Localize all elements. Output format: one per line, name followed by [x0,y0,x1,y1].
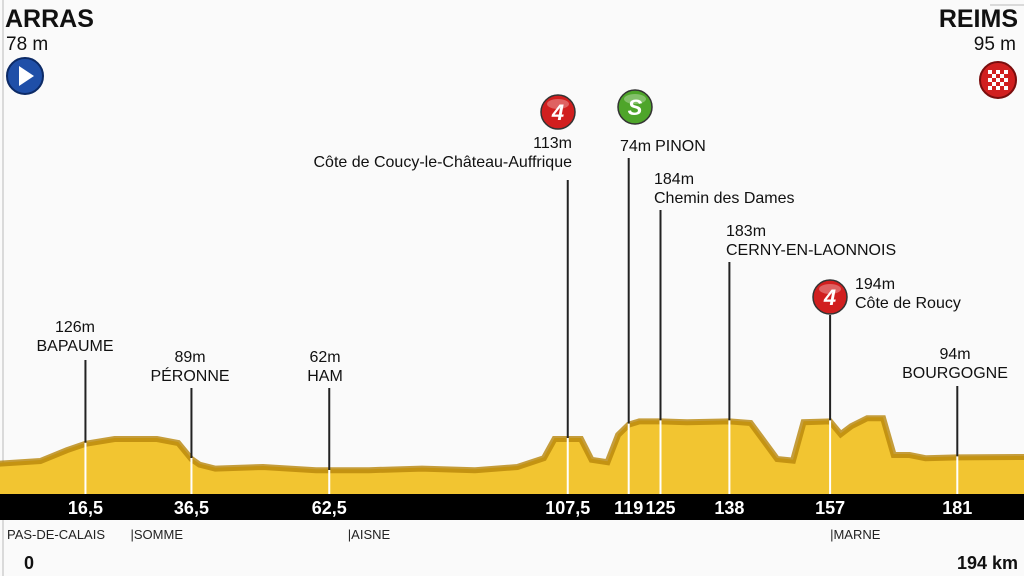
waypoint-altitude: 62m [309,349,340,366]
elevation-edge [0,415,1024,474]
km-tick-label: 125 [645,498,675,518]
profile-area [0,415,1024,494]
waypoint: 62m HAM 62,5 [307,349,347,518]
climb-category-badge-icon: 4 [812,279,848,315]
waypoint: 184m Chemin des Dames 125 [645,171,794,518]
start-play-icon [6,57,44,95]
climb-category-badge-icon: 4 [540,94,576,130]
department-label: |SOMME [131,527,184,542]
finish-checkered-icon [979,61,1017,99]
waypoint-altitude: 126m [55,319,95,336]
km-tick-label: 107,5 [545,498,590,518]
badge-text: 4 [551,100,564,125]
waypoints: 126mBAPAUME16,589mPÉRONNE36,562mHAM62,51… [7,89,1008,542]
end-km-label: 194 km [957,553,1018,573]
waypoint-altitude: 94m [939,346,970,363]
department-label: |AISNE [348,527,391,542]
sprint-badge-icon: S [617,89,653,125]
waypoint-altitude: 194m [855,276,895,293]
waypoint-name: CERNY-EN-LAONNOIS [726,242,896,259]
km-tick-label: 181 [942,498,972,518]
waypoint: 126m BAPAUME 16,5 [36,319,113,518]
elevation-area [0,417,1024,494]
km-tick-label: 36,5 [174,498,209,518]
km-tick-label: 119 [614,498,643,518]
waypoint: 194m Côte de Roucy 157 4 [812,276,961,518]
waypoint-name: BOURGOGNE [902,365,1008,382]
waypoint: 113m Côte de Coucy-le-Château-Auffrique 10… [313,94,590,518]
waypoint: 74m PINON 119 S [614,89,706,518]
waypoint-name: Côte de Roucy [855,295,961,312]
start-km-label: 0 [24,553,34,573]
waypoint-name: PINON [655,138,706,155]
waypoint-altitude: 89m [174,349,205,366]
department-label: PAS-DE-CALAIS [7,527,105,542]
finish-city-altitude: 95 m [974,34,1016,55]
waypoint: 183m CERNY-EN-LAONNOIS 138 [714,223,896,518]
waypoint-altitude: 184m [654,171,694,188]
waypoint-name: PÉRONNE [150,366,229,385]
waypoint-name: BAPAUME [36,338,113,355]
badge-text: 4 [823,285,836,310]
department-label: |MARNE [830,527,881,542]
waypoint-alt-name: 74m PINON [620,138,706,155]
km-tick-label: 157 [815,498,845,518]
waypoint: 94m BOURGOGNE 181 [902,346,1008,518]
start-city-altitude: 78 m [6,34,48,55]
km-tick-label: 138 [714,498,744,518]
km-bar [0,494,1024,520]
waypoint-altitude: 113m [533,135,572,152]
start-city-name: ARRAS [5,5,94,33]
waypoint-altitude: 183m [726,223,766,240]
finish-city-name: REIMS [939,5,1018,33]
km-tick-label: 16,5 [68,498,103,518]
waypoint-name: Chemin des Dames [654,190,795,207]
waypoint-altitude: 74m [620,138,651,155]
waypoint-name: HAM [307,368,343,385]
km-tick-label: 62,5 [312,498,347,518]
waypoint-name: Côte de Coucy-le-Château-Auffrique [313,154,572,171]
badge-text: S [628,95,643,120]
